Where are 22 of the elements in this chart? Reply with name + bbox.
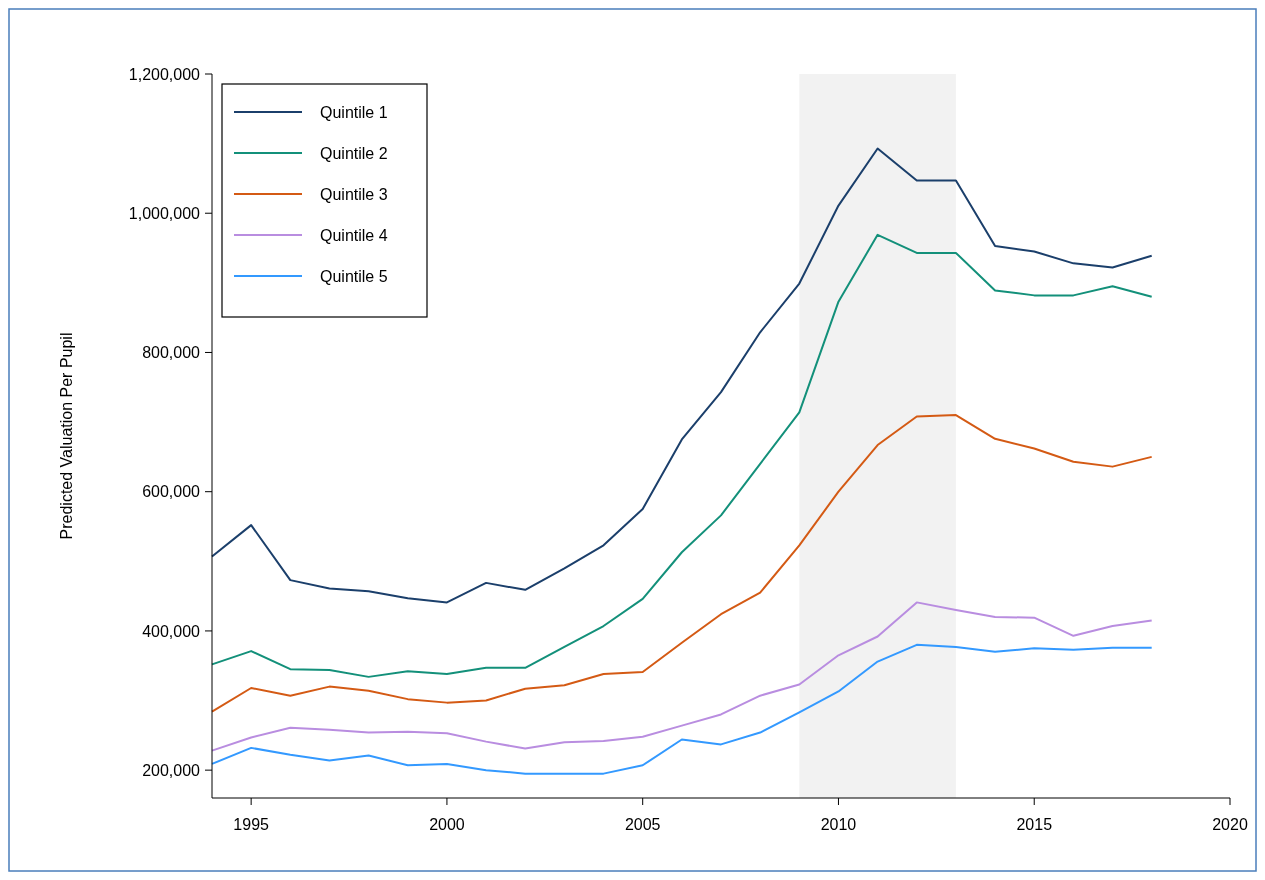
x-tick-label: 1995 <box>233 816 270 833</box>
legend-label: Quintile 2 <box>320 144 388 162</box>
y-tick-label: 600,000 <box>142 483 201 501</box>
y-tick-label: 800,000 <box>142 344 201 362</box>
x-tick-label: 2010 <box>820 816 857 833</box>
line-series <box>211 601 1153 752</box>
x-tick-label: 2000 <box>429 816 465 833</box>
y-axis-title: Predicted Valuation Per Pupil <box>58 332 75 540</box>
legend-label: Quintile 1 <box>320 103 388 121</box>
legend-label: Quintile 5 <box>320 267 388 285</box>
x-tick-label: 2020 <box>1212 816 1248 833</box>
x-tick-label: 2015 <box>1016 816 1053 833</box>
y-tick-label: 1,200,000 <box>128 65 201 83</box>
y-tick-label: 200,000 <box>142 761 201 779</box>
legend-label: Quintile 4 <box>320 226 388 244</box>
line-series <box>211 643 1153 775</box>
line-series <box>211 414 1153 713</box>
line-series <box>211 147 1153 604</box>
legend-label: Quintile 3 <box>320 185 388 203</box>
x-tick-label: 2005 <box>624 816 661 833</box>
y-tick-label: 1,000,000 <box>128 204 201 222</box>
y-tick-label: 400,000 <box>142 622 201 640</box>
